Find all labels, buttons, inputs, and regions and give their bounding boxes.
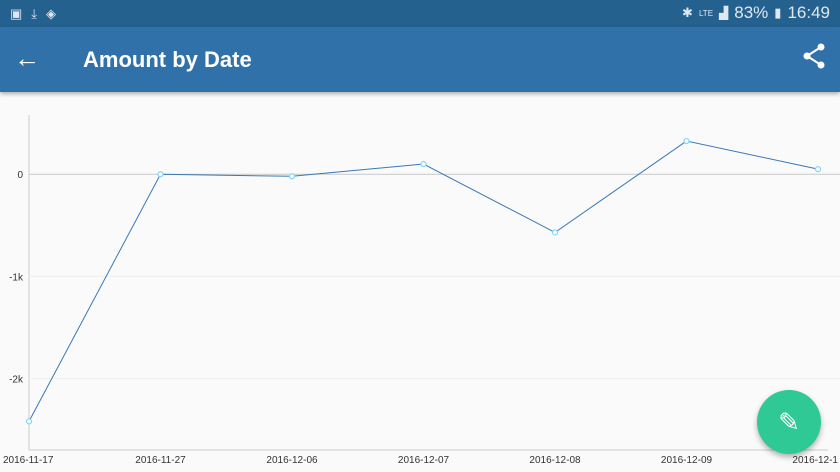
edit-button[interactable]: ✎ xyxy=(757,390,821,454)
data-point xyxy=(814,166,822,173)
data-point xyxy=(157,171,164,178)
x-tick-label: 2016-12-06 xyxy=(266,455,318,466)
data-point xyxy=(288,173,296,180)
download-icon: ⤓ xyxy=(31,6,38,21)
wifi-icon: ◈ xyxy=(46,6,57,21)
page-title: Amount by Date xyxy=(83,47,252,72)
back-arrow-icon[interactable]: ← xyxy=(14,43,40,73)
battery-percent: 83% xyxy=(734,3,769,22)
data-point xyxy=(25,418,33,425)
bluetooth-icon: ✱ xyxy=(682,5,693,20)
network-type: LTE xyxy=(698,8,714,18)
x-tick-label: 2016-11-27 xyxy=(135,455,186,466)
app-bar: ← Amount by Date xyxy=(0,27,840,92)
x-tick-label: 2016-12-09 xyxy=(661,455,713,466)
data-point xyxy=(551,229,559,236)
y-tick-label: -2k xyxy=(9,375,24,386)
gallery-icon: ▣ xyxy=(10,6,23,21)
x-tick-label: 2016-12-07 xyxy=(398,455,450,466)
clock: 16:49 xyxy=(787,3,830,22)
battery-icon: ▮ xyxy=(774,5,782,20)
y-tick-label: -1k xyxy=(9,272,24,283)
data-point xyxy=(683,137,690,145)
x-tick-label: 2016-11-17 xyxy=(3,455,54,466)
x-tick-label: 2016-12-08 xyxy=(529,455,581,466)
x-tick-label: 2016-12-1 xyxy=(792,455,838,466)
status-bar: ▣ ⤓ ◈ ✱ LTE ▟ 83% ▮ 16:49 xyxy=(0,0,840,27)
line-chart: 0 -1k -2k 2016-11-17 2016-11-27 2016-12-06 201… xyxy=(3,115,840,466)
y-tick-label: 0 xyxy=(17,170,23,181)
series-line xyxy=(28,140,819,422)
signal-icon: ▟ xyxy=(719,6,729,20)
pencil-icon: ✎ xyxy=(778,407,800,437)
share-icon[interactable] xyxy=(802,43,826,76)
data-point xyxy=(420,160,427,168)
